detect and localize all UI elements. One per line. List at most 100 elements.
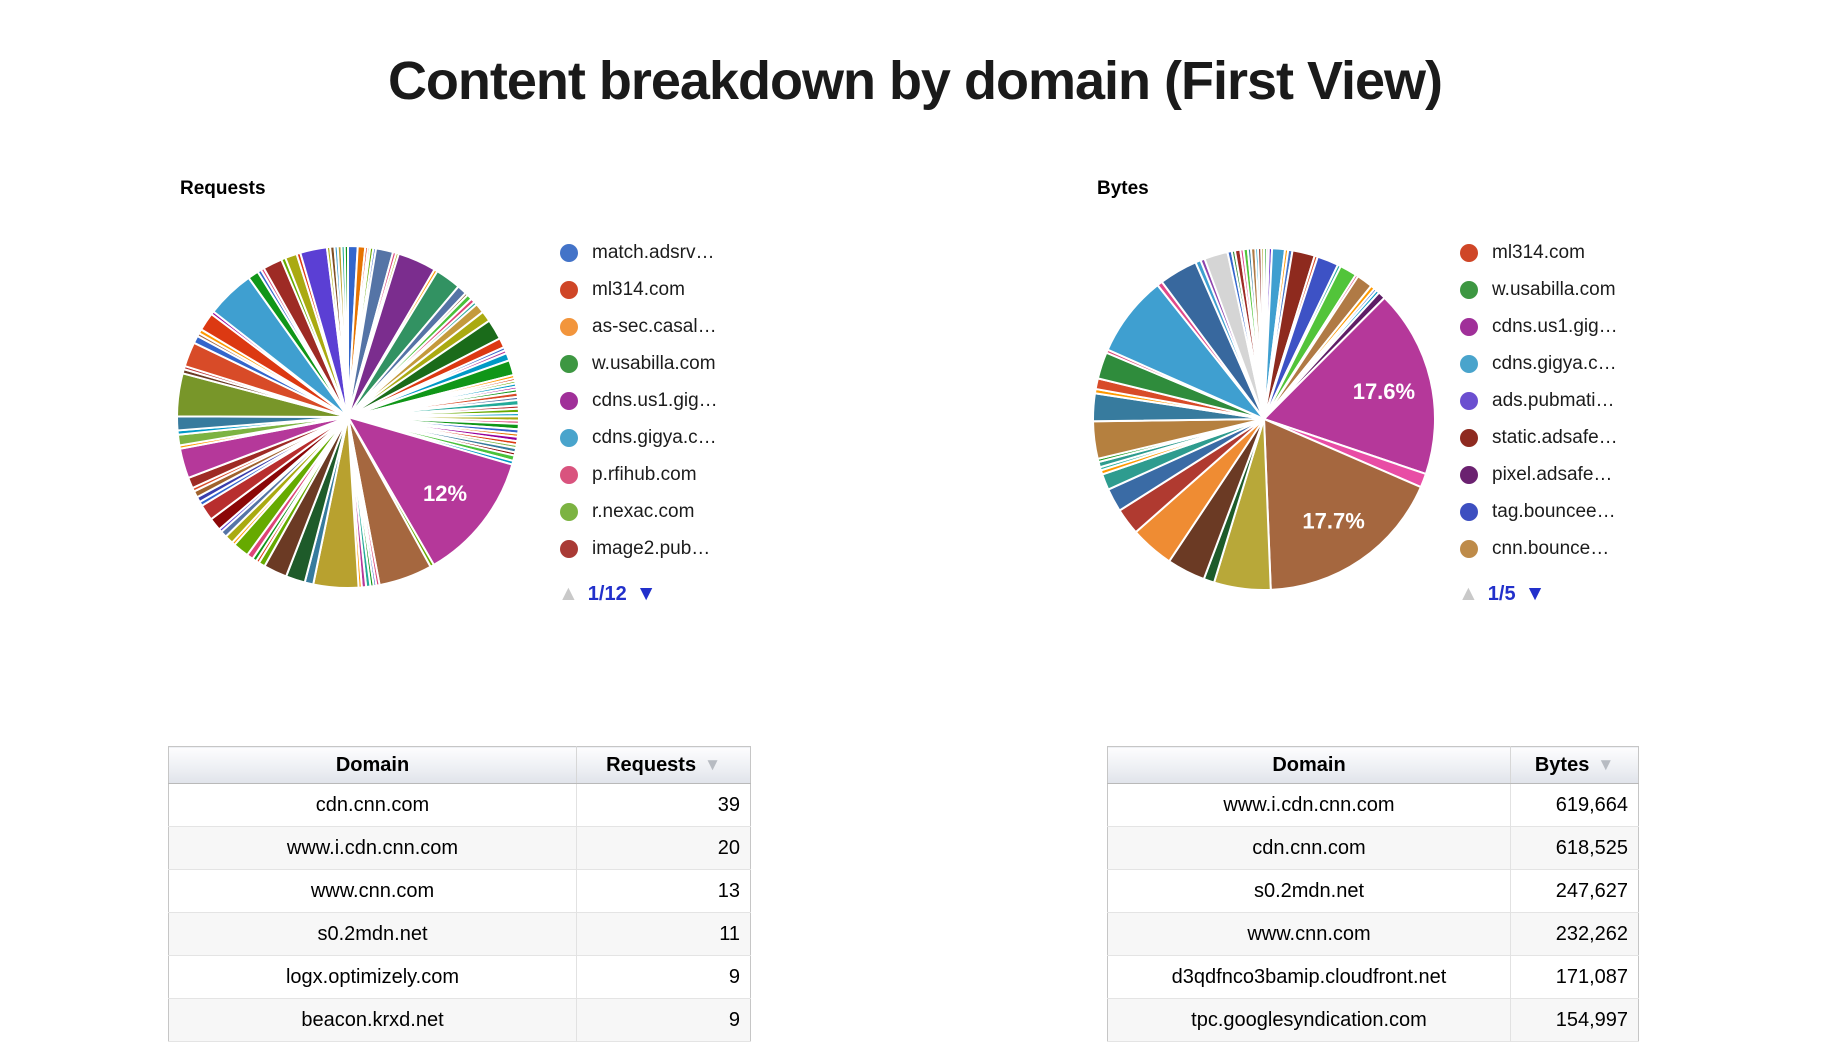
domain-cell: www.cnn.com bbox=[1107, 912, 1511, 956]
sort-descending-icon[interactable]: ▼ bbox=[704, 754, 721, 774]
value-cell: 13 bbox=[576, 869, 751, 913]
table-row[interactable]: d3qdfnco3bamip.cloudfront.net 171,087 bbox=[1107, 955, 1639, 999]
slice-percent-label: 12% bbox=[423, 481, 467, 506]
bytes-pie-chart[interactable]: 17.6% 17.7% bbox=[1092, 247, 1436, 591]
legend-item[interactable]: as-sec.casal… bbox=[560, 308, 790, 345]
legend-color-dot-icon bbox=[1460, 280, 1478, 299]
legend-item[interactable]: cdns.gigya.c… bbox=[560, 419, 790, 456]
legend-item[interactable]: tag.bouncee… bbox=[1460, 493, 1690, 530]
value-column-header[interactable]: Requests ▼ bbox=[576, 746, 751, 784]
legend-item[interactable]: static.adsafe… bbox=[1460, 419, 1690, 456]
domain-cell: beacon.krxd.net bbox=[168, 998, 577, 1042]
legend-item-label: tag.bouncee… bbox=[1492, 500, 1616, 522]
pie-slice[interactable] bbox=[1262, 296, 1436, 476]
domain-column-header[interactable]: Domain bbox=[168, 746, 577, 784]
legend-item[interactable]: cdns.gigya.c… bbox=[1460, 345, 1690, 382]
legend-item[interactable]: r.nexac.com bbox=[560, 493, 790, 530]
legend-item[interactable]: pixel.adsafe… bbox=[1460, 456, 1690, 493]
legend-item[interactable]: p.rfihub.com bbox=[560, 456, 790, 493]
domain-cell: d3qdfnco3bamip.cloudfront.net bbox=[1107, 955, 1511, 999]
legend-item-label: cdns.us1.gig… bbox=[1492, 315, 1618, 337]
domain-cell: s0.2mdn.net bbox=[1107, 869, 1511, 913]
legend-color-dot-icon bbox=[560, 465, 578, 484]
value-cell: 20 bbox=[576, 826, 751, 870]
legend-color-dot-icon bbox=[1460, 502, 1478, 521]
legend-item[interactable]: ml314.com bbox=[1460, 234, 1690, 271]
domain-cell: cdn.cnn.com bbox=[1107, 826, 1511, 870]
pie-slice[interactable] bbox=[1260, 247, 1265, 420]
bytes-legend-pager: ▲ 1/5 ▼ bbox=[1458, 582, 1545, 606]
requests-pie-chart[interactable]: 12% bbox=[176, 245, 520, 589]
legend-item-label: ads.pubmati… bbox=[1492, 389, 1615, 411]
legend-page-indicator: 1/5 bbox=[1487, 582, 1516, 605]
table-row[interactable]: www.i.cdn.cnn.com 619,664 bbox=[1107, 783, 1639, 827]
legend-color-dot-icon bbox=[560, 243, 578, 262]
legend-color-dot-icon bbox=[560, 280, 578, 299]
legend-item[interactable]: w.usabilla.com bbox=[1460, 271, 1690, 308]
pie-slice[interactable] bbox=[343, 245, 349, 418]
table-row[interactable]: beacon.krxd.net 9 bbox=[168, 998, 751, 1042]
sort-descending-icon[interactable]: ▼ bbox=[1597, 754, 1615, 774]
value-cell: 247,627 bbox=[1510, 869, 1639, 913]
table-row[interactable]: www.cnn.com 13 bbox=[168, 869, 751, 913]
domain-cell: www.i.cdn.cnn.com bbox=[168, 826, 577, 870]
table-row[interactable]: www.cnn.com 232,262 bbox=[1107, 912, 1639, 956]
legend-item[interactable]: cdns.us1.gig… bbox=[1460, 308, 1690, 345]
table-row[interactable]: www.i.cdn.cnn.com 20 bbox=[168, 826, 751, 870]
legend-item-label: cdns.gigya.c… bbox=[592, 426, 717, 448]
legend-color-dot-icon bbox=[1460, 391, 1478, 410]
table-row[interactable]: cdn.cnn.com 39 bbox=[168, 783, 751, 827]
legend-item[interactable]: ml314.com bbox=[560, 271, 790, 308]
legend-color-dot-icon bbox=[1460, 354, 1478, 373]
legend-item-label: ml314.com bbox=[592, 278, 685, 300]
legend-color-dot-icon bbox=[1460, 539, 1478, 558]
requests-chart-label: Requests bbox=[180, 178, 266, 199]
legend-color-dot-icon bbox=[560, 317, 578, 336]
table-row[interactable]: s0.2mdn.net 247,627 bbox=[1107, 869, 1639, 913]
legend-item-label: pixel.adsafe… bbox=[1492, 463, 1613, 485]
legend-item[interactable]: cdns.us1.gig… bbox=[560, 382, 790, 419]
pie-slice[interactable] bbox=[345, 415, 514, 567]
domain-cell: tpc.googlesyndication.com bbox=[1107, 998, 1511, 1042]
legend-color-dot-icon bbox=[1460, 428, 1478, 447]
legend-page-up-icon[interactable]: ▲ bbox=[558, 582, 579, 605]
value-cell: 154,997 bbox=[1510, 998, 1639, 1042]
legend-item[interactable]: ads.pubmati… bbox=[1460, 382, 1690, 419]
legend-page-down-icon[interactable]: ▼ bbox=[635, 582, 657, 605]
legend-color-dot-icon bbox=[1460, 465, 1478, 484]
domain-cell: logx.optimizely.com bbox=[168, 955, 577, 999]
bytes-table: Domain Bytes ▼ www.i.cdn.cnn.com 619,664 cdn.… bbox=[1107, 746, 1639, 1042]
value-cell: 619,664 bbox=[1510, 783, 1639, 827]
legend-item[interactable]: image2.pub… bbox=[560, 530, 790, 567]
bytes-legend: ml314.com w.usabilla.com cdns.us1.gig… cdns… bbox=[1460, 234, 1690, 567]
requests-table: Domain Requests ▼ cdn.cnn.com 39 www.i.cdn.cn… bbox=[168, 746, 751, 1042]
table-row[interactable]: cdn.cnn.com 618,525 bbox=[1107, 826, 1639, 870]
legend-color-dot-icon bbox=[560, 428, 578, 447]
requests-legend: match.adsrv… ml314.com as-sec.casal… w.usab… bbox=[560, 234, 790, 567]
pie-slice[interactable] bbox=[1262, 417, 1423, 591]
value-cell: 39 bbox=[576, 783, 751, 827]
legend-item-label: w.usabilla.com bbox=[1492, 278, 1616, 300]
legend-color-dot-icon bbox=[560, 502, 578, 521]
legend-item-label: p.rfihub.com bbox=[592, 463, 697, 485]
legend-page-down-icon[interactable]: ▼ bbox=[1524, 582, 1546, 605]
value-cell: 11 bbox=[576, 912, 751, 956]
value-cell: 9 bbox=[576, 955, 751, 999]
legend-item-label: image2.pub… bbox=[592, 537, 711, 559]
legend-item[interactable]: cnn.bounce… bbox=[1460, 530, 1690, 567]
table-row[interactable]: tpc.googlesyndication.com 154,997 bbox=[1107, 998, 1639, 1042]
domain-cell: www.cnn.com bbox=[168, 869, 577, 913]
slice-percent-label: 17.7% bbox=[1302, 509, 1364, 534]
domain-cell: cdn.cnn.com bbox=[168, 783, 577, 827]
legend-item-label: match.adsrv… bbox=[592, 241, 715, 263]
value-column-header[interactable]: Bytes ▼ bbox=[1510, 746, 1639, 784]
legend-item[interactable]: match.adsrv… bbox=[560, 234, 790, 271]
table-row[interactable]: logx.optimizely.com 9 bbox=[168, 955, 751, 999]
legend-item[interactable]: w.usabilla.com bbox=[560, 345, 790, 382]
legend-page-up-icon[interactable]: ▲ bbox=[1458, 582, 1479, 605]
table-row[interactable]: s0.2mdn.net 11 bbox=[168, 912, 751, 956]
domain-column-header[interactable]: Domain bbox=[1107, 746, 1511, 784]
legend-color-dot-icon bbox=[560, 354, 578, 373]
legend-item-label: static.adsafe… bbox=[1492, 426, 1618, 448]
value-cell: 232,262 bbox=[1510, 912, 1639, 956]
